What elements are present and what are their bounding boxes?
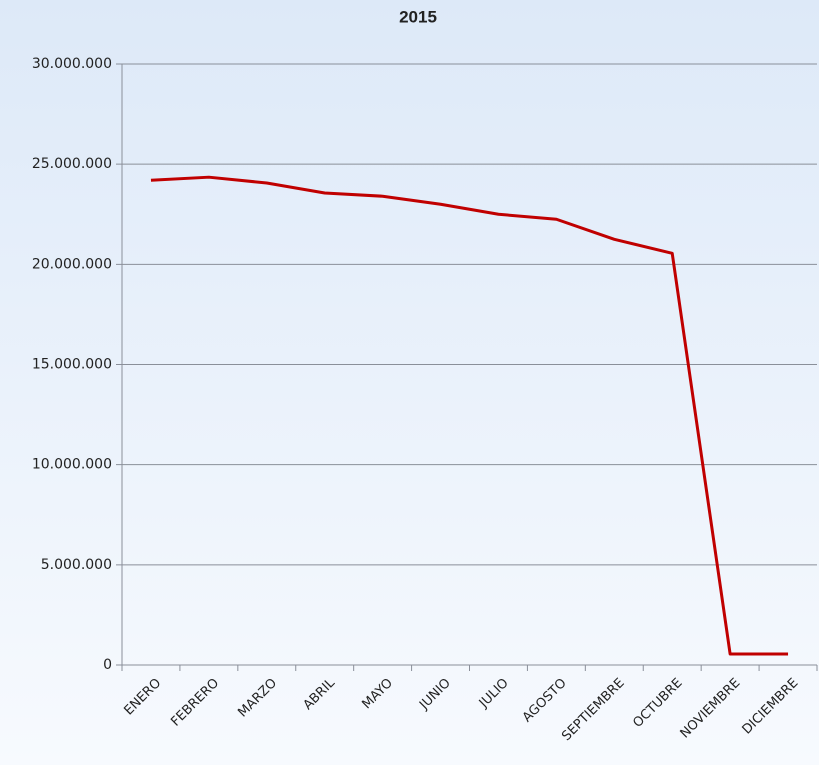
y-tick-label: 10.000.000 bbox=[32, 457, 112, 473]
y-tick-label: 20.000.000 bbox=[32, 256, 112, 272]
y-tick-label: 5.000.000 bbox=[41, 557, 112, 573]
data-line bbox=[150, 175, 789, 656]
chart-title: 2015 bbox=[399, 7, 437, 26]
y-tick-label: 25.000.000 bbox=[32, 156, 112, 172]
y-tick-label: 0 bbox=[103, 657, 112, 673]
y-tick-label: 30.000.000 bbox=[32, 56, 112, 72]
y-tick-label: 15.000.000 bbox=[32, 357, 112, 373]
